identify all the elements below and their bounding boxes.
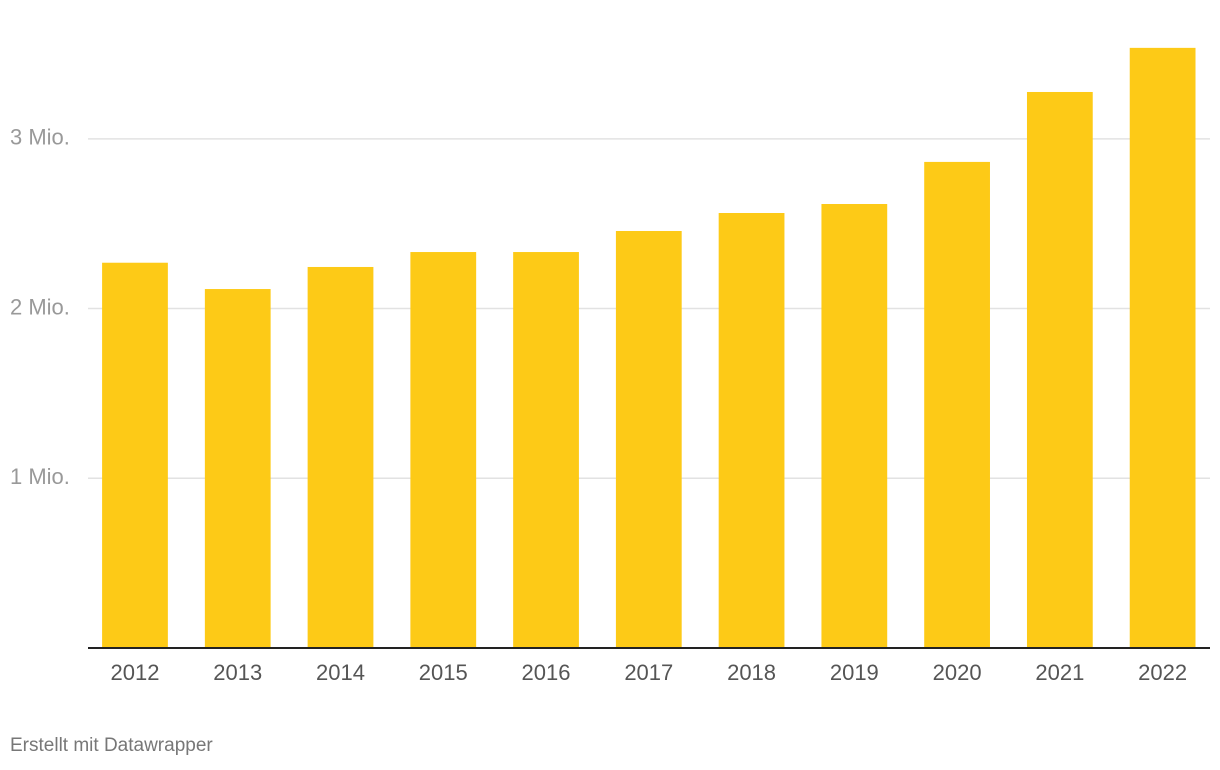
x-tick-label: 2012 bbox=[111, 660, 160, 685]
bar bbox=[513, 252, 579, 648]
bar bbox=[924, 161, 990, 648]
x-tick-label: 2021 bbox=[1035, 660, 1084, 685]
x-tick-label: 2015 bbox=[419, 660, 468, 685]
x-tick-label: 2018 bbox=[727, 660, 776, 685]
bar bbox=[1026, 91, 1093, 649]
x-tick-label: 2019 bbox=[830, 660, 879, 685]
bar bbox=[718, 213, 785, 648]
credit: Erstellt mit Datawrapper bbox=[10, 735, 213, 756]
bar bbox=[102, 262, 168, 648]
bar bbox=[307, 266, 374, 648]
bar bbox=[1129, 47, 1196, 648]
bar bbox=[410, 252, 477, 648]
bar bbox=[615, 230, 682, 648]
bar bbox=[204, 289, 271, 648]
x-tick-label: 2020 bbox=[933, 660, 982, 685]
x-tick-label: 2013 bbox=[213, 660, 262, 685]
x-tick-label: 2014 bbox=[316, 660, 365, 685]
y-tick-label: 3 Mio. bbox=[10, 125, 70, 150]
y-tick-label: 2 Mio. bbox=[10, 294, 70, 319]
bar bbox=[821, 204, 888, 649]
x-tick-label: 2022 bbox=[1138, 660, 1187, 685]
y-tick-label: 1 Mio. bbox=[10, 464, 70, 489]
x-tick-label: 2017 bbox=[624, 660, 673, 685]
x-tick-label: 2016 bbox=[522, 660, 571, 685]
